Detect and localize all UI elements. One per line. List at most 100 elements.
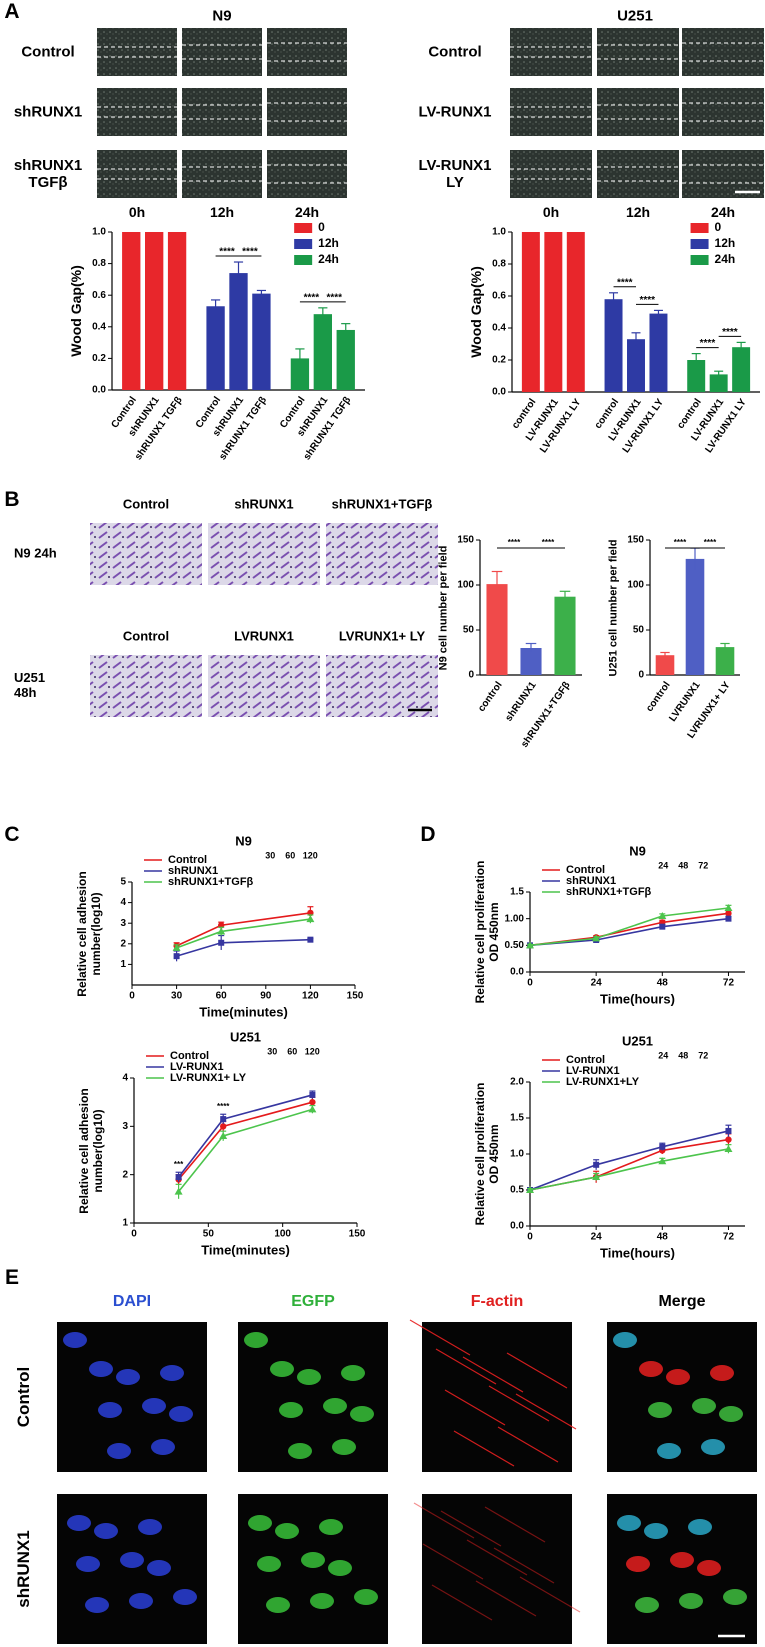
y-tick-label: 150 xyxy=(457,535,474,546)
significance-label: **** xyxy=(217,1102,230,1111)
cell-line-title: U251 xyxy=(617,7,653,25)
significance-label: **** xyxy=(700,338,716,349)
significance-label: *** xyxy=(174,1160,184,1169)
bar xyxy=(520,648,542,675)
cell xyxy=(116,1369,140,1385)
marker xyxy=(724,904,733,911)
wound-image xyxy=(597,88,679,136)
marker xyxy=(592,1173,601,1181)
marker xyxy=(593,1161,600,1168)
significance-label: **** xyxy=(617,277,633,288)
significance-label: **** xyxy=(508,538,521,547)
cell xyxy=(710,1365,734,1381)
bar xyxy=(554,596,576,675)
y-tick-label: 0.0 xyxy=(492,387,506,398)
bar xyxy=(122,232,141,390)
wound-image xyxy=(97,28,177,76)
bar xyxy=(313,314,332,390)
fiber xyxy=(462,1356,524,1393)
y-tick-label: 1.0 xyxy=(492,227,506,238)
bar xyxy=(206,306,225,390)
marker xyxy=(725,910,732,917)
channel-label: Merge xyxy=(658,1292,706,1310)
cell xyxy=(297,1369,321,1385)
bar xyxy=(649,313,668,392)
row-label: Control xyxy=(428,43,482,61)
significance-label: **** xyxy=(304,292,320,303)
transwell-image xyxy=(208,523,320,585)
y-axis-label: Relative cell proliferation OD 450nm xyxy=(473,1082,501,1226)
x-tick-label: 48 xyxy=(657,1232,669,1243)
bar xyxy=(655,655,675,675)
panel-letter: A xyxy=(4,0,20,23)
comparison-time: 24 xyxy=(658,1050,668,1060)
legend-label: Control xyxy=(566,1054,605,1066)
y-tick-label: 2 xyxy=(120,938,126,949)
x-axis-label: Time(hours) xyxy=(600,991,675,1007)
marker xyxy=(309,1098,316,1106)
bar xyxy=(687,360,706,392)
wound-image xyxy=(597,28,679,76)
bar xyxy=(627,339,645,392)
y-tick-label: 1 xyxy=(122,1218,128,1229)
channel-label: DAPI xyxy=(112,1292,152,1310)
y-tick-label: 0 xyxy=(468,670,474,681)
cell xyxy=(613,1332,637,1348)
legend-label: 12h xyxy=(318,236,339,250)
bar xyxy=(732,347,751,392)
x-tick-label: 24 xyxy=(591,1232,603,1243)
legend-swatch xyxy=(294,255,313,265)
x-tick-label: 0 xyxy=(131,1229,137,1240)
marker xyxy=(308,1105,317,1113)
bar xyxy=(544,232,563,392)
cell xyxy=(94,1523,118,1539)
y-tick-label: 0.2 xyxy=(92,353,106,364)
chart-title: U251 xyxy=(621,1033,654,1049)
legend-label: shRUNX1+TGFβ xyxy=(566,886,652,898)
cell xyxy=(310,1593,334,1609)
row-label: Control xyxy=(21,43,75,61)
fiber xyxy=(497,1426,559,1463)
y-tick-label: 0.8 xyxy=(92,258,106,269)
significance-label: **** xyxy=(327,292,343,303)
transwell-image xyxy=(326,523,438,585)
marker xyxy=(220,1116,227,1123)
marker xyxy=(724,1144,733,1152)
marker xyxy=(526,941,534,949)
legend-label: 0 xyxy=(715,220,722,234)
wound-image xyxy=(267,28,347,76)
cell xyxy=(354,1589,378,1605)
marker xyxy=(173,953,180,960)
micrograph xyxy=(422,1322,572,1472)
comparison-time: 60 xyxy=(287,1046,297,1056)
comparison-time: 30 xyxy=(265,850,275,860)
micrograph xyxy=(238,1322,388,1472)
cell xyxy=(657,1443,681,1459)
cell xyxy=(107,1443,131,1459)
y-tick-label: 5 xyxy=(120,877,126,888)
cell xyxy=(679,1593,703,1609)
row-label: shRUNX1 TGFβ xyxy=(13,156,83,191)
marker xyxy=(217,927,226,935)
wound-image xyxy=(597,150,679,198)
y-tick-label: 1.00 xyxy=(505,913,525,924)
y-axis-label: Relative cell proliferation OD 450nm xyxy=(473,860,501,1004)
cell xyxy=(275,1523,299,1539)
row-label: U251 48h xyxy=(14,670,46,700)
comparison-time: 120 xyxy=(303,850,318,860)
wound-image xyxy=(682,150,764,198)
y-axis-label: N9 cell number per field xyxy=(437,545,450,670)
legend-label: 0 xyxy=(318,220,325,234)
series-line xyxy=(529,1138,729,1191)
cell xyxy=(173,1589,197,1605)
y-tick-label: 1 xyxy=(120,959,126,970)
wound-image xyxy=(510,150,592,198)
cell xyxy=(341,1365,365,1381)
comparison-time: 120 xyxy=(305,1046,320,1056)
x-tick-label: 60 xyxy=(216,991,228,1002)
wound-image xyxy=(182,150,262,198)
transwell-image xyxy=(90,655,202,717)
time-label: 24h xyxy=(294,203,320,220)
legend-label: LV-RUNX1 xyxy=(566,1065,620,1077)
